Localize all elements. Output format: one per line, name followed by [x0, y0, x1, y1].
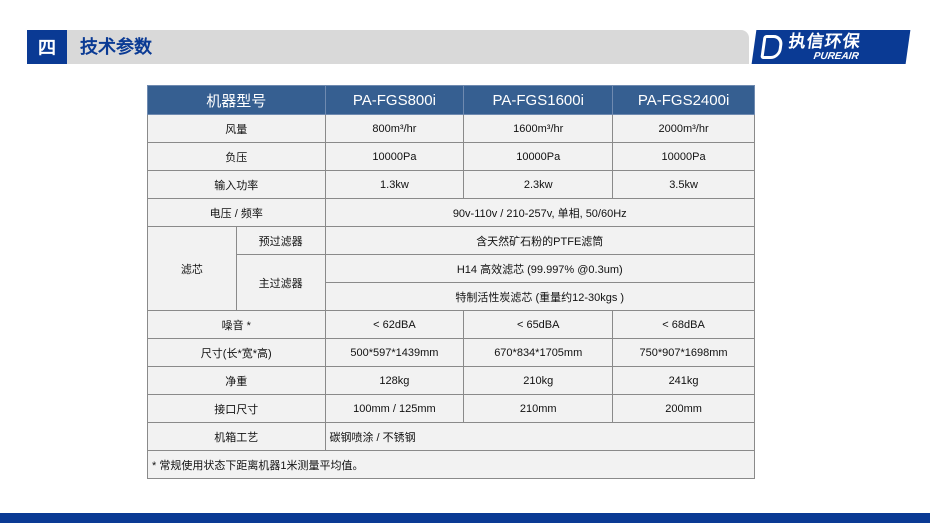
cell: 241kg	[612, 366, 755, 395]
cell: 2000m³/hr	[612, 114, 755, 143]
table-row: 机箱工艺 碳钢喷涂 / 不锈钢	[147, 422, 755, 451]
row-label: 尺寸(长*宽*高)	[147, 338, 326, 367]
cell: 750*907*1698mm	[612, 338, 755, 367]
cell: 3.5kw	[612, 170, 755, 199]
cell: 10000Pa	[463, 142, 614, 171]
row-label: 输入功率	[147, 170, 326, 199]
cell: 210kg	[463, 366, 614, 395]
table-row: 净重 128kg 210kg 241kg	[147, 366, 755, 395]
brand-logo: 执信环保 PUREAIR	[751, 30, 911, 64]
logo-mark-icon	[760, 35, 784, 59]
table-row: 负压 10000Pa 10000Pa 10000Pa	[147, 142, 755, 171]
cell: 10000Pa	[612, 142, 755, 171]
table-row: 滤芯 预过滤器 含天然矿石粉的PTFE滤筒	[147, 226, 755, 311]
logo-en: PUREAIR	[812, 50, 860, 62]
cell: 1600m³/hr	[463, 114, 614, 143]
section-title: 技术参数	[80, 37, 152, 57]
header-model: 机器型号	[147, 85, 326, 115]
cell: 500*597*1439mm	[324, 338, 465, 367]
table-header-row: 机器型号 PA-FGS800i PA-FGS1600i PA-FGS2400i	[147, 85, 755, 115]
row-label: 接口尺寸	[147, 394, 326, 423]
cell: 10000Pa	[324, 142, 465, 171]
footer-bar	[0, 513, 930, 523]
cell: 100mm / 125mm	[324, 394, 465, 423]
cell: < 62dBA	[324, 310, 465, 339]
header-col: PA-FGS800i	[324, 85, 465, 115]
spec-table: 机器型号 PA-FGS800i PA-FGS1600i PA-FGS2400i …	[147, 85, 755, 479]
logo-cn: 执信环保	[787, 31, 863, 51]
row-label: 风量	[147, 114, 326, 143]
section-number: 四	[27, 30, 67, 64]
header-col: PA-FGS1600i	[463, 85, 614, 115]
table-row: 电压 / 频率 90v-110v / 210-257v, 单相, 50/60Hz	[147, 198, 755, 227]
table-row: 风量 800m³/hr 1600m³/hr 2000m³/hr	[147, 114, 755, 143]
cell: 含天然矿石粉的PTFE滤筒	[324, 226, 755, 255]
cell: 90v-110v / 210-257v, 单相, 50/60Hz	[324, 198, 755, 227]
row-label: 净重	[147, 366, 326, 395]
section-header-bar	[27, 30, 749, 64]
table-row: 主过滤器 H14 高效滤芯 (99.997% @0.3um)	[148, 254, 755, 311]
cell: 1.3kw	[324, 170, 465, 199]
table-row: 噪音 * < 62dBA < 65dBA < 68dBA	[147, 310, 755, 339]
cell: 128kg	[324, 366, 465, 395]
row-label: 滤芯	[147, 226, 237, 311]
table-row: 输入功率 1.3kw 2.3kw 3.5kw	[147, 170, 755, 199]
cell: < 68dBA	[612, 310, 755, 339]
footnote-row: * 常规使用状态下距离机器1米测量平均值。	[147, 450, 755, 479]
sub-label: 主过滤器	[235, 254, 326, 311]
table-row: 特制活性炭滤芯 (重量约12-30kgs )	[148, 282, 755, 311]
header-col: PA-FGS2400i	[612, 85, 755, 115]
cell: 特制活性炭滤芯 (重量约12-30kgs )	[324, 282, 755, 311]
footnote: * 常规使用状态下距离机器1米测量平均值。	[147, 450, 755, 479]
row-label: 负压	[147, 142, 326, 171]
row-label: 噪音 *	[147, 310, 326, 339]
cell: 200mm	[612, 394, 755, 423]
cell: 670*834*1705mm	[463, 338, 614, 367]
table-row: 尺寸(长*宽*高) 500*597*1439mm 670*834*1705mm 750…	[147, 338, 755, 367]
row-label: 电压 / 频率	[147, 198, 326, 227]
cell: < 65dBA	[463, 310, 614, 339]
cell: H14 高效滤芯 (99.997% @0.3um)	[324, 254, 755, 283]
cell: 2.3kw	[463, 170, 614, 199]
cell: 210mm	[463, 394, 614, 423]
row-label: 机箱工艺	[147, 422, 326, 451]
cell: 碳钢喷涂 / 不锈钢	[324, 422, 755, 451]
table-row: 接口尺寸 100mm / 125mm 210mm 200mm	[147, 394, 755, 423]
cell: 800m³/hr	[324, 114, 465, 143]
sub-label: 预过滤器	[235, 226, 326, 255]
